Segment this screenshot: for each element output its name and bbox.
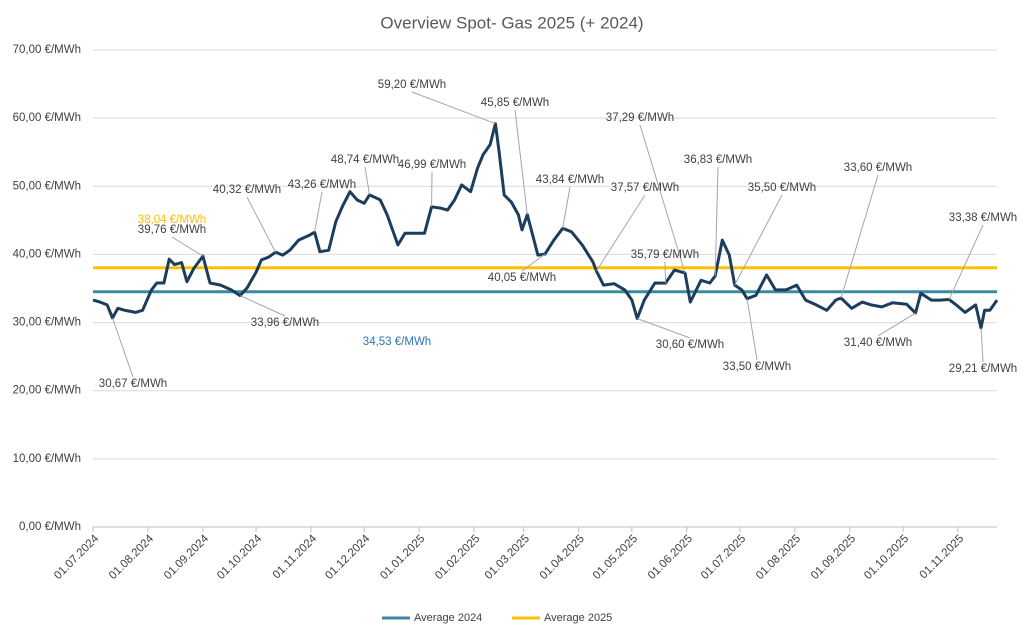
annotation-label: 40,05 €/MWh bbox=[488, 272, 556, 284]
price-line bbox=[92, 122, 999, 330]
annotation-leader bbox=[714, 166, 719, 277]
annotation-leader bbox=[877, 312, 916, 337]
x-tick-label: 01.05.2025 bbox=[591, 533, 640, 582]
legend-label: Average 2025 bbox=[544, 612, 612, 624]
annotation-label: 30,60 €/MWh bbox=[656, 339, 724, 351]
annotation-leader bbox=[948, 224, 984, 300]
annotation-leader bbox=[980, 327, 984, 363]
y-tick-label: 30,00 €/MWh bbox=[13, 317, 81, 329]
annotation-label: 30,67 €/MWh bbox=[99, 378, 167, 390]
annotation-label: 31,40 €/MWh bbox=[844, 337, 912, 349]
annotation-label: 40,32 €/MWh bbox=[213, 184, 281, 196]
x-tick-label: 01.11.2025 bbox=[918, 533, 967, 582]
annotation-leader bbox=[639, 124, 686, 274]
annotation-label: 43,26 €/MWh bbox=[288, 179, 356, 191]
annotation-label: 35,50 €/MWh bbox=[748, 182, 816, 194]
annotation-label: 33,60 €/MWh bbox=[844, 162, 912, 174]
annotation-leader bbox=[246, 196, 277, 253]
annotation-leader bbox=[314, 191, 323, 233]
annotation-label: 39,76 €/MWh bbox=[138, 224, 206, 236]
y-tick-label: 70,00 €/MWh bbox=[13, 44, 81, 56]
x-tick-label: 01.07.2024 bbox=[52, 532, 102, 582]
legend-label: Average 2024 bbox=[414, 612, 482, 624]
chart-title: Overview Spot- Gas 2025 (+ 2024) bbox=[380, 13, 643, 32]
x-tick-label: 01.09.2024 bbox=[162, 532, 212, 582]
annotation-leader bbox=[521, 253, 546, 272]
annotation-leader bbox=[112, 317, 134, 378]
annotation-label: 37,29 €/MWh bbox=[606, 112, 674, 124]
y-tick-label: 10,00 €/MWh bbox=[13, 453, 81, 465]
annotation-leader bbox=[840, 174, 879, 299]
x-tick-label: 01.04.2025 bbox=[538, 533, 587, 582]
annotation-label: 45,85 €/MWh bbox=[481, 97, 549, 109]
x-tick-label: 01.07.2025 bbox=[699, 533, 748, 582]
x-tick-label: 01.09.2025 bbox=[809, 533, 858, 582]
annotation-label: 59,20 €/MWh bbox=[378, 79, 446, 91]
annotation-leader bbox=[514, 109, 528, 215]
annotation-label: 33,50 €/MWh bbox=[723, 361, 791, 373]
x-tick-label: 01.06.2025 bbox=[646, 533, 695, 582]
x-tick-label: 01.03.2025 bbox=[483, 533, 532, 582]
y-tick-label: 50,00 €/MWh bbox=[13, 180, 81, 192]
annotation-label: 43,84 €/MWh bbox=[536, 174, 604, 186]
y-tick-label: 20,00 €/MWh bbox=[13, 385, 81, 397]
average-label: 34,53 €/MWh bbox=[363, 336, 431, 348]
annotation-leader bbox=[664, 261, 667, 284]
x-tick-label: 01.02.2025 bbox=[433, 533, 482, 582]
annotation-leader bbox=[734, 194, 783, 286]
x-tick-label: 01.10.2025 bbox=[862, 533, 911, 582]
average-label: 38,04 €/MWh bbox=[138, 214, 206, 226]
annotation-label: 46,99 €/MWh bbox=[398, 159, 466, 171]
x-tick-label: 01.11.2024 bbox=[271, 532, 320, 581]
x-tick-label: 01.08.2025 bbox=[754, 533, 803, 582]
annotation-leader bbox=[171, 236, 204, 257]
annotation-label: 48,74 €/MWh bbox=[331, 154, 399, 166]
annotation-leader bbox=[562, 186, 571, 229]
y-tick-label: 0,00 €/MWh bbox=[19, 521, 81, 533]
annotation-label: 35,79 €/MWh bbox=[631, 249, 699, 261]
annotation-label: 29,21 €/MWh bbox=[949, 363, 1017, 375]
y-tick-label: 60,00 €/MWh bbox=[13, 112, 81, 124]
x-tick-label: 01.12.2024 bbox=[323, 532, 373, 582]
annotation-label: 36,83 €/MWh bbox=[684, 154, 752, 166]
annotation-label: 33,96 €/MWh bbox=[251, 317, 319, 329]
y-tick-label: 40,00 €/MWh bbox=[13, 248, 81, 260]
annotation-leader bbox=[239, 295, 286, 317]
annotation-leader bbox=[364, 166, 371, 195]
x-tick-label: 01.08.2024 bbox=[107, 532, 157, 582]
annotation-label: 33,38 €/MWh bbox=[949, 212, 1017, 224]
annotation-leader bbox=[411, 91, 496, 125]
annotation-leader bbox=[746, 298, 758, 361]
x-tick-label: 01.10.2024 bbox=[215, 532, 265, 582]
x-tick-label: 01.01.2025 bbox=[378, 533, 427, 582]
annotation-label: 37,57 €/MWh bbox=[611, 182, 679, 194]
annotation-leader bbox=[636, 318, 691, 339]
annotation-leader bbox=[595, 194, 646, 272]
